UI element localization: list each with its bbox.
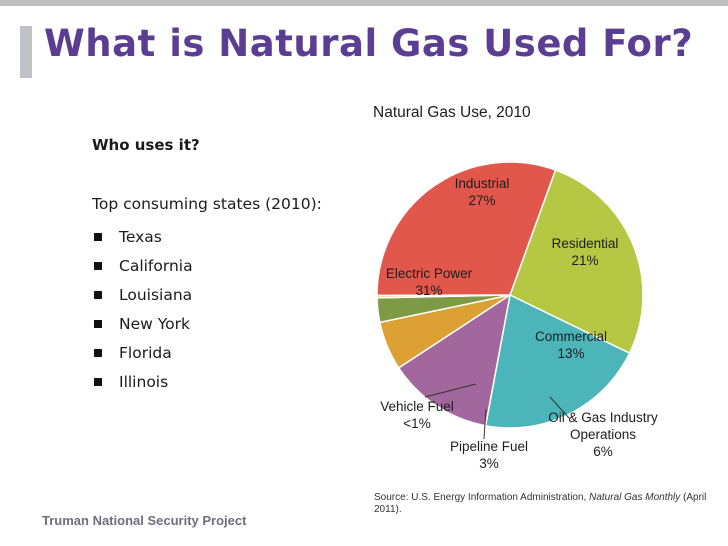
- source-prefix: Source: U.S. Energy Information Administ…: [374, 492, 590, 503]
- state-name: Illinois: [119, 372, 169, 391]
- pie-slice-electric-power: [376, 161, 557, 297]
- footer-org-name: Truman National Security Project: [42, 513, 247, 528]
- square-bullet-icon: [94, 378, 102, 386]
- list-item: Florida: [94, 338, 193, 367]
- pie-slice-industrial: [509, 169, 644, 355]
- source-suffix: (April 2011).: [374, 492, 707, 515]
- source-publication: Natural Gas Monthly: [589, 492, 681, 503]
- slice-label-residential: Residential 21%: [552, 236, 619, 268]
- pie-slice-residential: [484, 293, 631, 429]
- leader-line-pipeline-fuel: [483, 408, 487, 440]
- list-item: Illinois: [94, 367, 193, 396]
- top-stripe: [0, 0, 728, 6]
- source-note: Source: U.S. Energy Information Administ…: [374, 492, 719, 516]
- square-bullet-icon: [94, 262, 102, 270]
- list-item: Texas: [94, 222, 193, 251]
- slice-label-commercial: Commercial 13%: [535, 329, 607, 361]
- pie-slice-commercial: [397, 293, 512, 427]
- slice-label-electric-power: Electric Power 31%: [386, 266, 473, 298]
- leader-lines: [424, 383, 570, 440]
- states-list: Texas California Louisiana New York Flor…: [94, 222, 193, 396]
- slice-label-pipeline-fuel: Pipeline Fuel 3%: [450, 439, 528, 471]
- leader-line-oil-gas-industry-operations: [549, 396, 570, 419]
- chart-title: Natural Gas Use, 2010: [373, 104, 531, 121]
- slice-label-vehicle-fuel: Vehicle Fuel <1%: [380, 399, 454, 431]
- pie-chart-svg: Natural Gas Use, 2010 Industrial 27% Resid…: [373, 104, 658, 471]
- pie-slices: [376, 161, 644, 429]
- list-item: Louisiana: [94, 280, 193, 309]
- who-uses-heading: Who uses it?: [92, 136, 200, 154]
- slice-label-industrial: Industrial 27%: [455, 176, 510, 208]
- square-bullet-icon: [94, 320, 102, 328]
- state-name: Louisiana: [119, 285, 193, 304]
- slice-label-oil-gas-industry-operations: Oil & Gas Industry Operations 6%: [548, 410, 658, 459]
- square-bullet-icon: [94, 233, 102, 241]
- list-item: California: [94, 251, 193, 280]
- state-name: Florida: [119, 343, 172, 362]
- slice-labels: Industrial 27% Residential 21% Commercial 13%…: [380, 176, 658, 471]
- list-item: New York: [94, 309, 193, 338]
- states-heading: Top consuming states (2010):: [92, 195, 322, 213]
- natural-gas-pie-chart: Natural Gas Use, 2010 Industrial 27% Resid…: [355, 96, 725, 496]
- title-accent-bar: [20, 26, 32, 78]
- leader-line-vehicle-fuel: [424, 383, 477, 398]
- slide-title: What is Natural Gas Used For?: [44, 22, 694, 65]
- state-name: Texas: [119, 227, 162, 246]
- square-bullet-icon: [94, 291, 102, 299]
- square-bullet-icon: [94, 349, 102, 357]
- state-name: California: [119, 256, 193, 275]
- state-name: New York: [119, 314, 190, 333]
